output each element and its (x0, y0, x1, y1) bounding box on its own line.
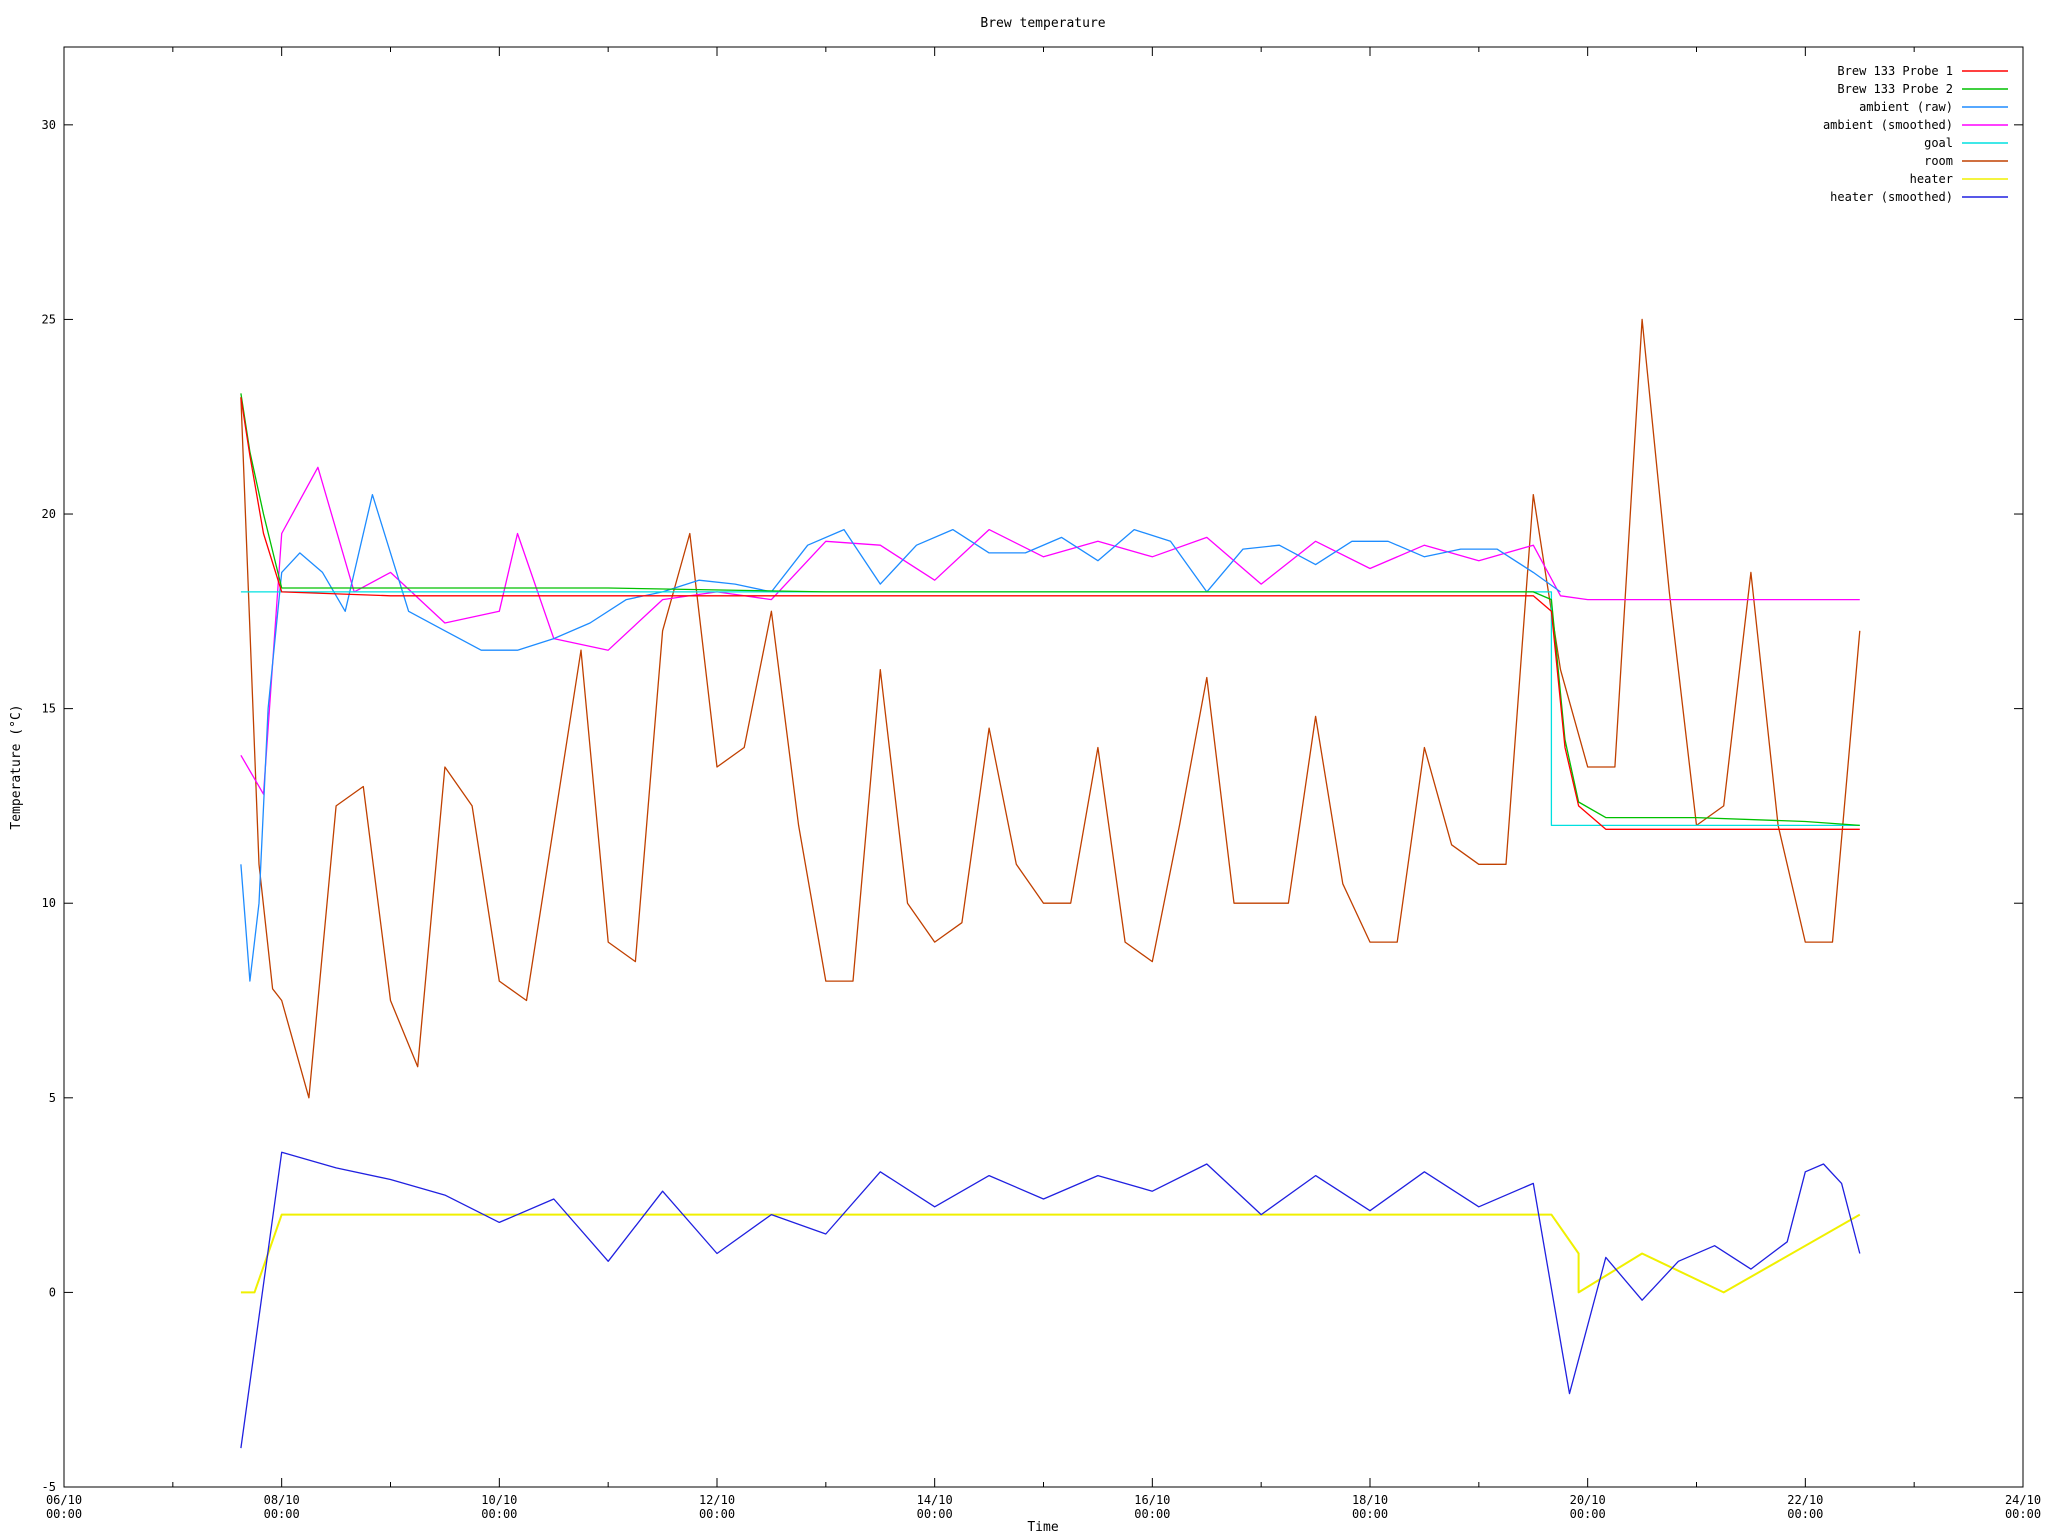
y-tick-label: 30 (42, 118, 56, 132)
x-tick-label-time: 00:00 (46, 1507, 82, 1521)
series-layer (240, 318, 1861, 1449)
y-tick-label: 15 (42, 702, 56, 716)
series-line-goal (240, 591, 1860, 827)
x-tick-label-date: 22/10 (1787, 1493, 1823, 1507)
y-tick-label: 0 (49, 1285, 56, 1299)
x-tick-label-date: 12/10 (699, 1493, 735, 1507)
x-tick-label-date: 16/10 (1134, 1493, 1170, 1507)
x-tick-label-date: 08/10 (264, 1493, 300, 1507)
y-axis-label: Temperature (°C) (9, 704, 24, 829)
series-line-brew-133-probe-2 (240, 393, 1860, 827)
y-tick-label: -5 (42, 1480, 56, 1494)
legend-label-brew-133-probe-2: Brew 133 Probe 2 (1837, 82, 1953, 96)
x-axis-label: Time (1027, 1520, 1058, 1535)
series-line-ambient-smoothed (240, 466, 1860, 795)
legend-label-room: room (1924, 154, 1953, 168)
y-tick-label: 20 (42, 507, 56, 521)
x-tick-label-time: 00:00 (1570, 1507, 1606, 1521)
legend-label-ambient-raw: ambient (raw) (1859, 100, 1953, 114)
series-line-heater (240, 1213, 1861, 1294)
x-tick-label-date: 14/10 (917, 1493, 953, 1507)
x-tick-label-time: 00:00 (1352, 1507, 1388, 1521)
series-line-ambient-raw (240, 493, 1561, 982)
y-tick-label: 5 (49, 1091, 56, 1105)
legend-label-heater: heater (1910, 172, 1953, 186)
x-tick-label-time: 00:00 (264, 1507, 300, 1521)
y-axis: -5 0 5 10 15 20 25 30 (42, 118, 2023, 1494)
x-tick-label-time: 00:00 (2005, 1507, 2041, 1521)
x-tick-label-date: 06/10 (46, 1493, 82, 1507)
chart-title: Brew temperature (980, 16, 1105, 31)
x-axis: 06/1000:0008/1000:0010/1000:0012/1000:00… (46, 47, 2041, 1521)
legend-label-goal: goal (1924, 136, 1953, 150)
legend-label-heater-smoothed: heater (smoothed) (1830, 190, 1953, 204)
x-tick-label-time: 00:00 (917, 1507, 953, 1521)
plot-frame (63, 46, 2024, 1488)
x-tick-label-time: 00:00 (1134, 1507, 1170, 1521)
x-tick-label-time: 00:00 (699, 1507, 735, 1521)
series-line-room (240, 318, 1861, 1099)
x-tick-label-time: 00:00 (481, 1507, 517, 1521)
x-tick-label-time: 00:00 (1787, 1507, 1823, 1521)
series-line-heater-smoothed (240, 1151, 1861, 1449)
series-line-brew-133-probe-1 (240, 397, 1860, 830)
x-tick-label-date: 18/10 (1352, 1493, 1388, 1507)
x-tick-label-date: 10/10 (481, 1493, 517, 1507)
x-tick-label-date: 24/10 (2005, 1493, 2041, 1507)
x-tick-label-date: 20/10 (1570, 1493, 1606, 1507)
legend: Brew 133 Probe 1 Brew 133 Probe 2 ambient … (1823, 64, 2008, 204)
y-tick-label: 25 (42, 312, 56, 326)
y-tick-label: 10 (42, 896, 56, 910)
legend-label-ambient-smoothed: ambient (smoothed) (1823, 118, 1953, 132)
legend-label-brew-133-probe-1: Brew 133 Probe 1 (1837, 64, 1953, 78)
